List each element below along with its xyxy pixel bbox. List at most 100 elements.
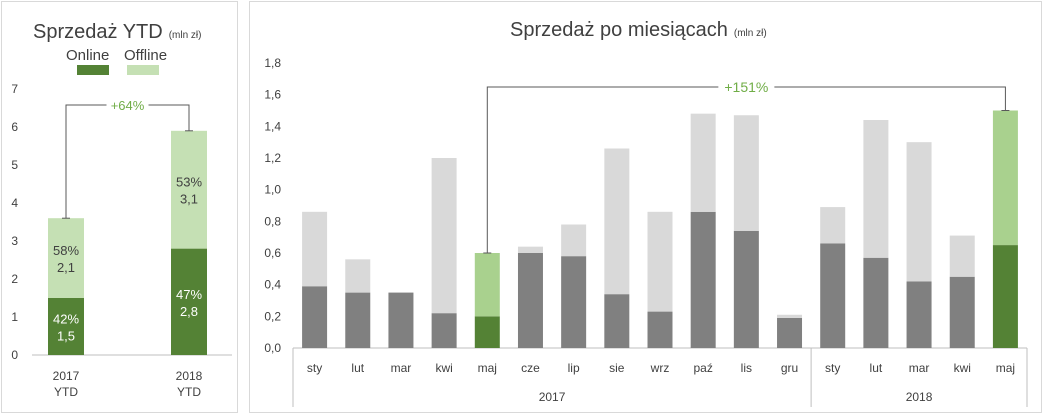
bar-segment-upper [777, 314, 803, 318]
bar-segment-upper [345, 259, 371, 293]
data-label-share: 47% [176, 287, 202, 302]
growth-label: +151% [724, 79, 768, 95]
bar-segment-upper [647, 211, 673, 312]
bar-segment-upper [431, 158, 457, 314]
growth-label-bg [106, 96, 149, 114]
y-tick-label: 0,2 [264, 309, 281, 323]
y-tick-label: 7 [11, 82, 18, 96]
group-label: 2018 [906, 390, 933, 404]
data-label-value: 3,1 [180, 192, 198, 207]
bar-segment-lower [690, 211, 716, 348]
x-tick-label: maj [478, 361, 497, 375]
y-tick-label: 2 [11, 272, 18, 286]
y-tick-label: 1,2 [264, 151, 281, 165]
ytd-chart: Sprzedaż YTD (mln zł) Online Offline 0 1 2 3 4 5 6… [11, 21, 232, 399]
y-tick-label: 6 [11, 120, 18, 134]
bar-segment-upper [302, 211, 328, 287]
x-tick-label: lut [870, 361, 883, 375]
bar-segment-offline [48, 218, 84, 298]
chart-title: Sprzedaż YTD (mln zł) [33, 21, 201, 43]
bar-segment-upper [604, 148, 630, 295]
y-tick-label: 1,6 [264, 88, 281, 102]
x-tick-label: mar [391, 361, 412, 375]
bar-segment-lower [517, 253, 543, 348]
bar-segment-lower [863, 257, 889, 348]
y-tick-label: 1,8 [264, 56, 281, 70]
x-tick-label: paź [693, 361, 712, 375]
monthly-chart-panel: Sprzedaż po miesiącach (mln zł) 0,0 0,2 0,4 0… [249, 1, 1042, 413]
bar-segment-online [48, 298, 84, 355]
y-tick-label: 0,4 [264, 278, 281, 292]
bar-segment-upper [474, 253, 500, 317]
y-tick-label: 4 [11, 196, 18, 210]
bar-segment-lower [992, 245, 1018, 348]
bar-segment-lower [474, 316, 500, 348]
x-tick-label: 2018 [176, 369, 203, 383]
y-tick-label: 0 [11, 348, 18, 362]
bar-segment-lower [388, 292, 414, 348]
x-tick-label: cze [521, 361, 540, 375]
ytd-chart-panel: Sprzedaż YTD (mln zł) Online Offline 0 1 2 3 4 5 6… [1, 1, 238, 413]
bar-segment-lower [302, 286, 328, 348]
y-tick-label: 1,0 [264, 183, 281, 197]
x-tick-label: gru [781, 361, 798, 375]
monthly-chart: Sprzedaż po miesiącach (mln zł) 0,0 0,2 0,4 0… [264, 19, 1028, 407]
bar-segment-lower [777, 317, 803, 348]
legend-label-online: Online [66, 47, 109, 64]
bar-segment-upper [863, 120, 889, 258]
legend-swatch-offline [127, 65, 159, 75]
y-tick-label: 5 [11, 158, 18, 172]
y-tick-label: 0,0 [264, 341, 281, 355]
x-tick-label: wrz [650, 361, 670, 375]
bar-segment-lower [345, 292, 371, 348]
x-tick-label: kwi [435, 361, 452, 375]
data-label-value: 2,1 [57, 260, 75, 275]
chart-title-unit: (mln zł) [734, 28, 767, 39]
x-tick-label: lip [568, 361, 580, 375]
legend-label-offline: Offline [124, 47, 167, 64]
legend-swatch-online [77, 65, 109, 75]
chart-title: Sprzedaż po miesiącach (mln zł) [510, 19, 767, 41]
bar-segment-upper [820, 207, 846, 244]
chart-title-unit: (mln zł) [169, 30, 202, 41]
x-tick-label: mar [909, 361, 930, 375]
bar-segment-lower [431, 313, 457, 348]
x-tick-label-sub: YTD [177, 385, 201, 399]
bar-segment-upper [517, 246, 543, 253]
growth-label: +64% [111, 98, 145, 113]
growth-bracket [65, 104, 190, 219]
group-label: 2017 [539, 390, 566, 404]
x-tick-label: kwi [954, 361, 971, 375]
data-label-share: 58% [53, 243, 79, 258]
bar-segment-upper [992, 110, 1018, 246]
y-tick-label: 1,4 [264, 119, 281, 133]
data-label-value: 2,8 [180, 304, 198, 319]
x-tick-label: lis [741, 361, 752, 375]
y-tick-label: 3 [11, 234, 18, 248]
bar-segment-lower [647, 311, 673, 348]
chart-title-text: Sprzedaż po miesiącach [510, 19, 728, 41]
data-label-share: 53% [176, 175, 202, 190]
x-tick-label: 2017 [53, 369, 80, 383]
data-label-value: 1,5 [57, 329, 75, 344]
data-label-share: 42% [53, 312, 79, 327]
y-tick-label: 0,8 [264, 214, 281, 228]
bar-segment-upper [561, 224, 587, 257]
x-tick-label-sub: YTD [54, 385, 78, 399]
x-tick-label: maj [996, 361, 1015, 375]
y-tick-label: 1 [11, 310, 18, 324]
bar-segment-upper [906, 142, 932, 282]
bar-segment-lower [561, 256, 587, 348]
bar-segment-upper [733, 115, 759, 231]
x-tick-label: sty [307, 361, 322, 375]
bar-segment-offline [171, 130, 207, 249]
bar-segment-lower [820, 243, 846, 348]
bar-segment-lower [949, 276, 975, 348]
x-tick-label: lut [351, 361, 364, 375]
bar-segment-lower [733, 230, 759, 348]
y-tick-label: 0,6 [264, 246, 281, 260]
bar-segment-lower [906, 281, 932, 348]
chart-title-text: Sprzedaż YTD [33, 21, 163, 43]
bar-segment-upper [949, 235, 975, 277]
growth-label-bg [718, 78, 775, 96]
